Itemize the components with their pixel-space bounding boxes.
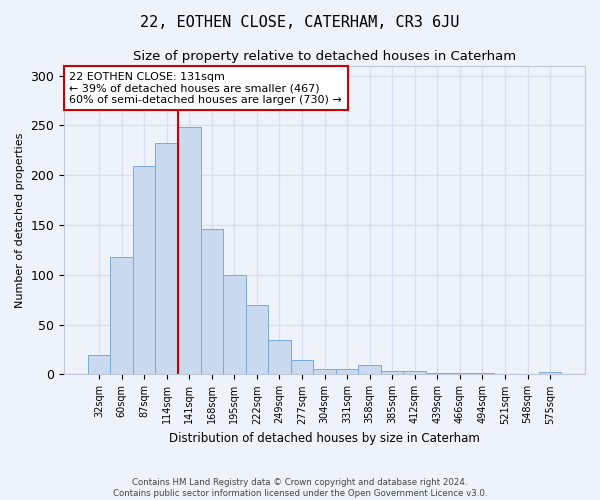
Bar <box>336 370 358 374</box>
Bar <box>381 372 403 374</box>
Bar <box>88 354 110 374</box>
Bar <box>223 275 245 374</box>
Bar <box>245 304 268 374</box>
Bar <box>110 257 133 374</box>
Bar <box>178 128 200 374</box>
Text: Contains HM Land Registry data © Crown copyright and database right 2024.
Contai: Contains HM Land Registry data © Crown c… <box>113 478 487 498</box>
Bar <box>133 166 155 374</box>
X-axis label: Distribution of detached houses by size in Caterham: Distribution of detached houses by size … <box>169 432 480 445</box>
Text: 22 EOTHEN CLOSE: 131sqm
← 39% of detached houses are smaller (467)
60% of semi-d: 22 EOTHEN CLOSE: 131sqm ← 39% of detache… <box>70 72 342 105</box>
Bar <box>403 372 426 374</box>
Title: Size of property relative to detached houses in Caterham: Size of property relative to detached ho… <box>133 50 516 63</box>
Bar <box>313 370 336 374</box>
Bar <box>268 340 291 374</box>
Bar <box>291 360 313 374</box>
Bar <box>539 372 562 374</box>
Text: 22, EOTHEN CLOSE, CATERHAM, CR3 6JU: 22, EOTHEN CLOSE, CATERHAM, CR3 6JU <box>140 15 460 30</box>
Y-axis label: Number of detached properties: Number of detached properties <box>15 132 25 308</box>
Bar <box>200 229 223 374</box>
Bar <box>358 366 381 374</box>
Bar <box>155 144 178 374</box>
